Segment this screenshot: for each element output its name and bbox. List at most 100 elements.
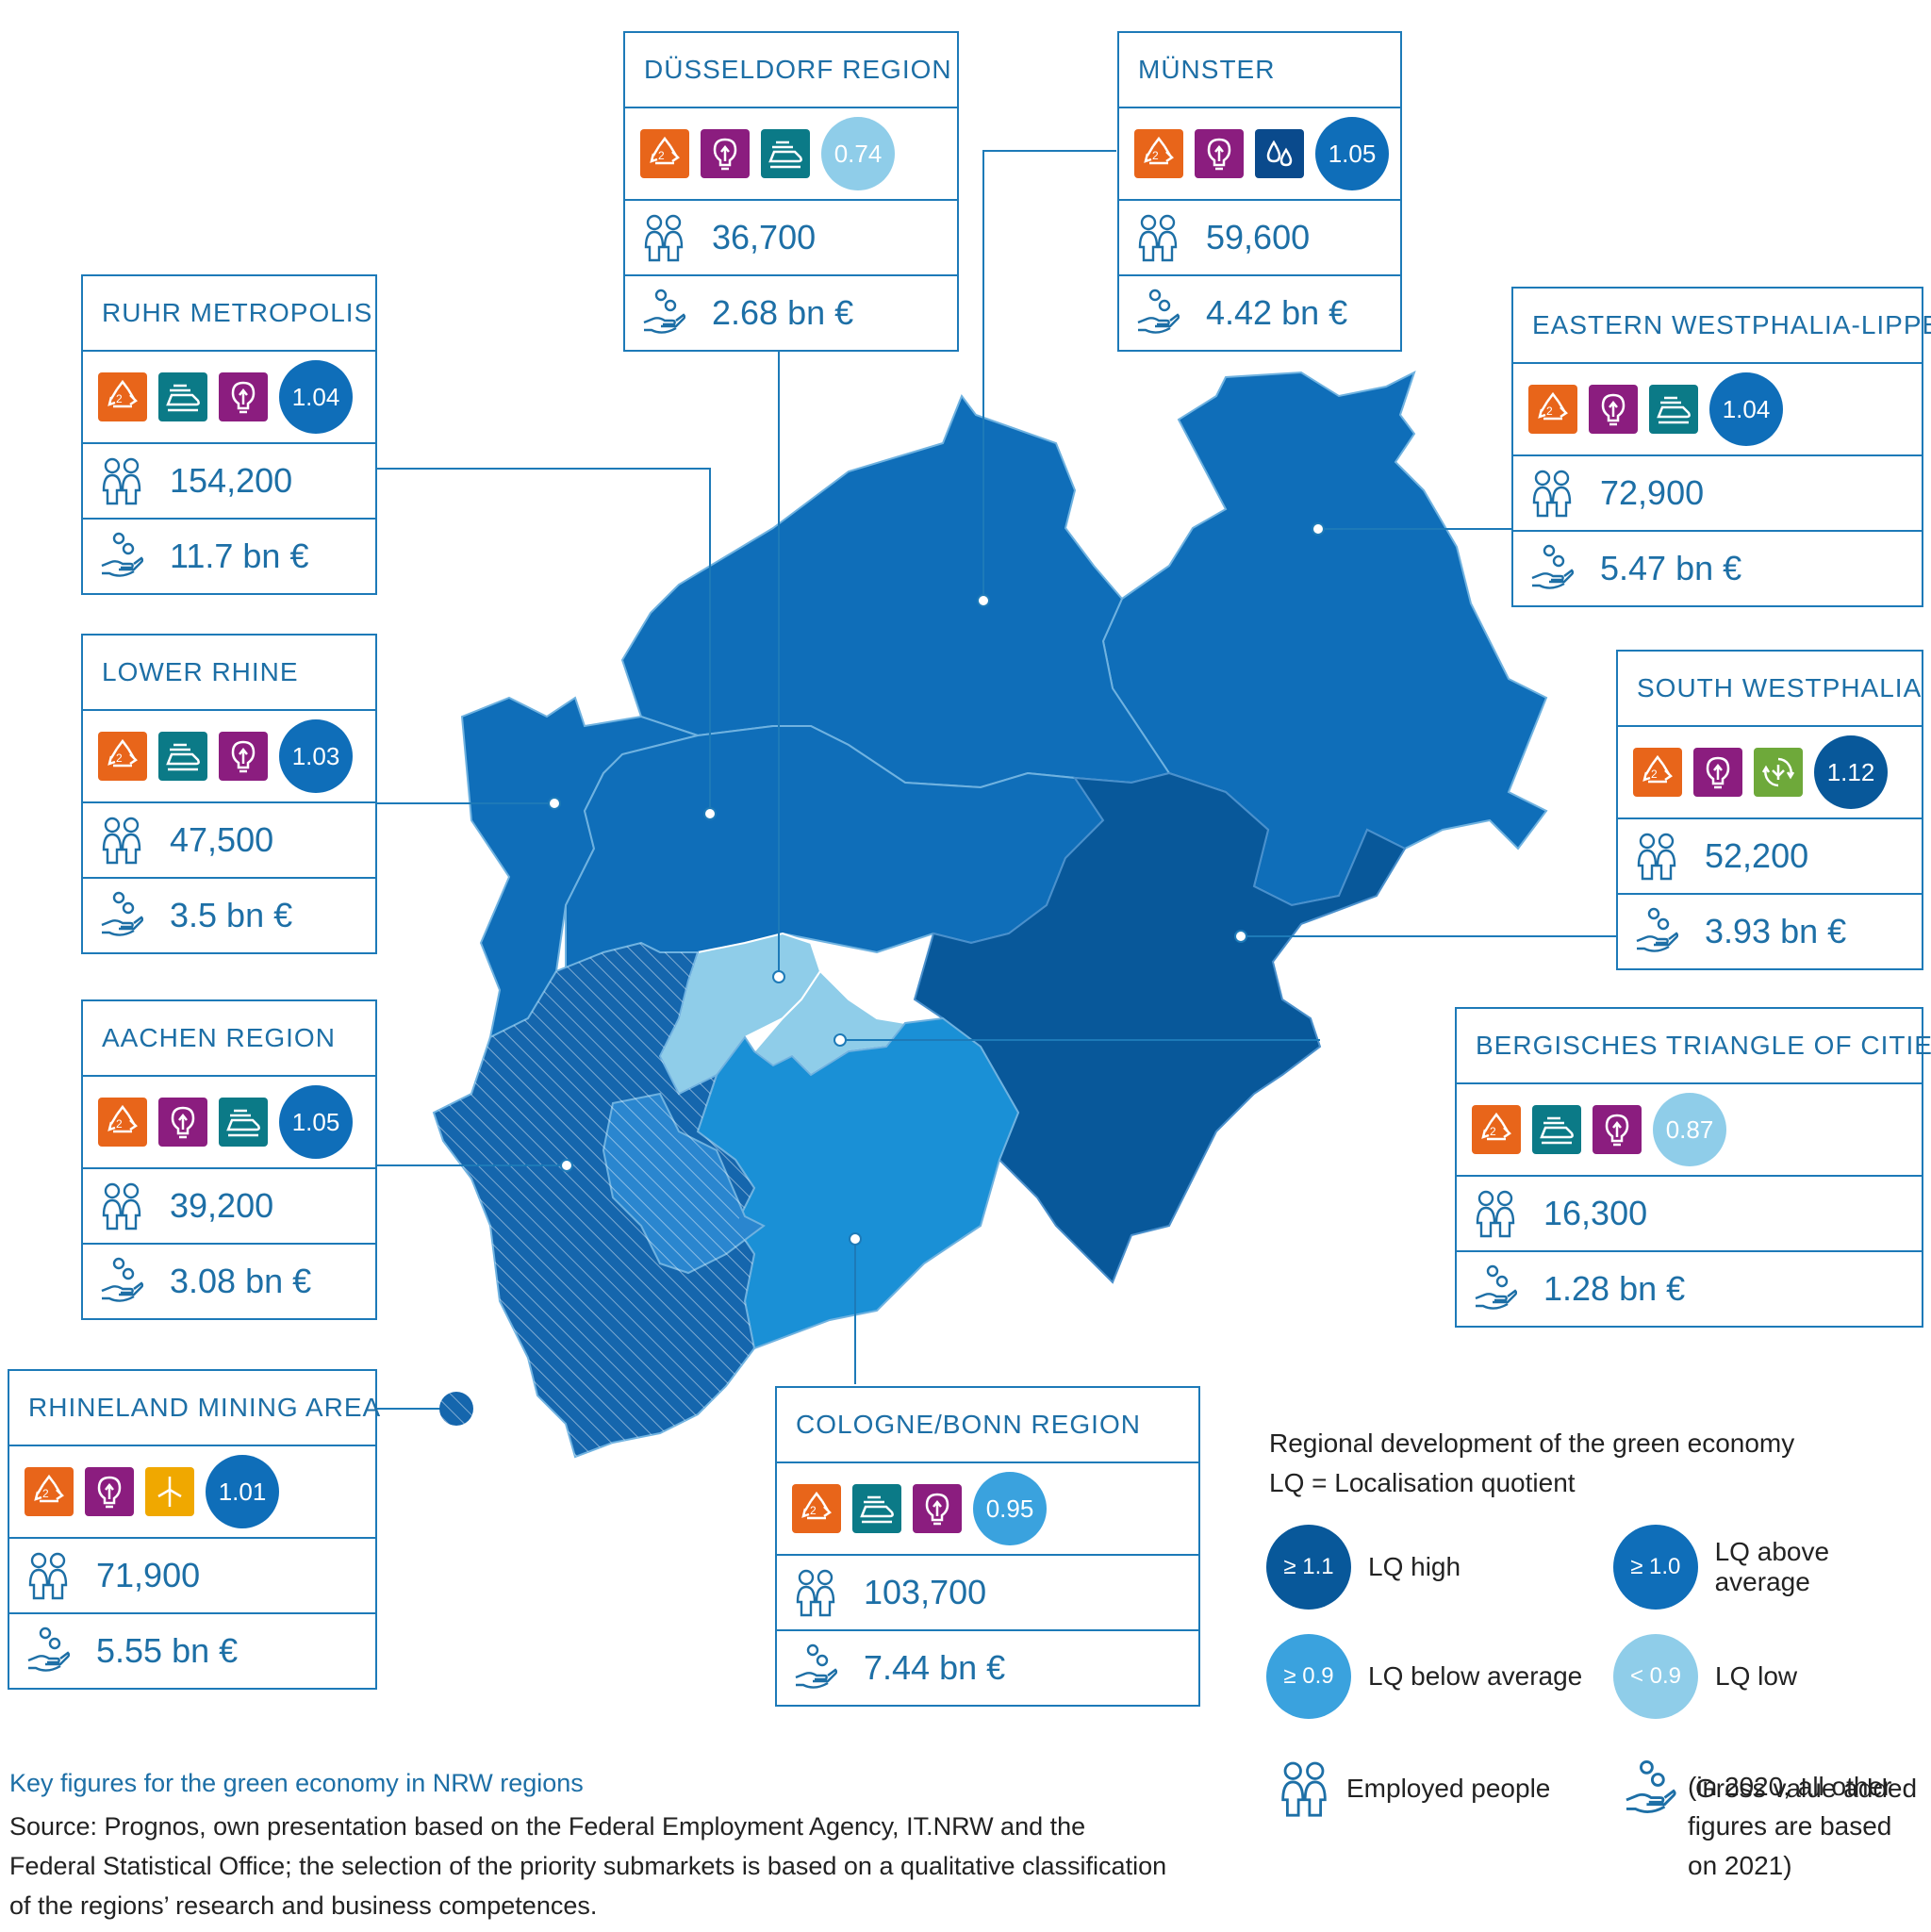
employed-value: 52,200 [1705,836,1809,875]
region-title: DÜSSELDORF REGION [625,33,957,108]
innovation-icon [1589,385,1638,434]
region-shape-south-westphalia [913,771,1407,1284]
submarket-icons: 2 1.03 [83,711,375,803]
recycling-icon: 2 [1134,129,1183,178]
submarket-icons: 2 0.95 [777,1463,1198,1556]
gva-value: 5.55 bn € [96,1631,239,1670]
region-title: SOUTH WESTPHALIA [1618,652,1922,727]
legend-title: Regional development of the green econom… [1269,1424,1794,1503]
transport-icon [761,129,810,178]
submarket-icons: 2 1.05 [83,1077,375,1169]
employed-value: 72,900 [1600,473,1705,512]
gva-row: 5.47 bn € [1513,532,1922,605]
employed-value: 154,200 [170,461,293,500]
lq-badge: 1.04 [279,360,353,434]
legend-item-lq-above: ≥ 1.0 LQ above average [1613,1525,1931,1610]
employed-value: 39,200 [170,1186,274,1225]
employed-row: 52,200 [1618,819,1922,895]
employed-row: 154,200 [83,444,375,520]
submarket-icons: 2 0.87 [1457,1084,1922,1177]
recycling-icon: 2 [640,129,689,178]
legend-item-gva: Gross value added [1622,1759,1917,1818]
gva-value: 11.7 bn € [170,537,309,575]
svg-text:2: 2 [1546,405,1553,418]
svg-text:2: 2 [1152,149,1159,162]
card-cologne-bonn-region: COLOGNE/BONN REGION 2 0.95 103,700 7.44 … [775,1386,1200,1707]
svg-text:2: 2 [810,1504,817,1517]
gva-row: 7.44 bn € [777,1631,1198,1705]
employed-value: 36,700 [712,218,817,256]
employed-value: 47,500 [170,820,274,859]
gva-value: 5.47 bn € [1600,549,1742,587]
employed-row: 71,900 [9,1539,375,1614]
people-icon [1281,1761,1327,1817]
legend-employed-label: Employed people [1346,1774,1551,1803]
legend-badge: ≥ 1.1 [1266,1525,1351,1610]
recycling-icon: 2 [98,1098,147,1147]
hand-coins-icon [101,891,143,936]
legend-item-lq-low: < 0.9 LQ low [1613,1634,1797,1719]
legend-item-lq-below: ≥ 0.9 LQ below average [1266,1634,1582,1719]
legend-label: LQ above average [1714,1537,1830,1596]
region-title: MÜNSTER [1119,33,1400,108]
legend-label: LQ high [1368,1552,1461,1581]
region-title: RHINELAND MINING AREA [9,1371,380,1446]
legend-title-line-2: LQ = Localisation quotient [1269,1468,1576,1497]
figure-source-note: Source: Prognos, own presentation based … [9,1812,1167,1920]
people-icon [796,1569,835,1617]
gva-value: 3.08 bn € [170,1262,312,1300]
marker-lower-rhine [548,797,561,810]
lq-badge: 0.95 [973,1472,1047,1545]
gva-value: 3.93 bn € [1705,912,1847,950]
recycling-icon: 2 [792,1484,841,1533]
transport-icon [158,372,207,421]
transport-icon [219,1098,268,1147]
card-bergisches-triangle: BERGISCHES TRIANGLE OF CITIES 2 0.87 16,… [1455,1007,1931,1328]
svg-text:2: 2 [116,1117,123,1131]
region-title: EASTERN WESTPHALIA-LIPPE [1513,289,1931,364]
lq-badge: 1.05 [279,1085,353,1159]
marker-dusseldorf [772,970,785,983]
gva-row: 11.7 bn € [83,520,375,593]
submarket-icons: 2 1.04 [83,352,375,444]
people-icon [644,214,684,262]
innovation-icon [219,732,268,781]
employed-value: 16,300 [1543,1194,1648,1232]
circular-icon [1754,748,1803,797]
employed-row: 72,900 [1513,456,1922,532]
employed-row: 103,700 [777,1556,1198,1631]
marker-south-westphalia [1234,930,1247,943]
legend-label: LQ below average [1368,1661,1583,1691]
people-icon [1637,833,1676,881]
marker-owl [1312,522,1325,536]
hand-coins-icon [1137,289,1180,334]
people-icon [102,1182,141,1230]
people-icon [1138,214,1178,262]
marker-bergisch [833,1033,847,1047]
region-title: COLOGNE/BONN REGION [777,1388,1198,1463]
employed-row: 36,700 [625,201,957,276]
region-title: LOWER RHINE [83,636,375,711]
legend-item-lq-high: ≥ 1.1 LQ high [1266,1525,1461,1610]
transport-icon [158,732,207,781]
recycling-icon: 2 [98,732,147,781]
leader-lines [375,150,1618,1410]
hand-coins-icon [1531,544,1574,589]
submarket-icons: 2 1.05 [1119,108,1400,201]
recycling-icon: 2 [98,372,147,421]
hand-coins-icon [1626,1759,1676,1813]
legend-badge: ≥ 0.9 [1266,1634,1351,1719]
innovation-icon [913,1484,962,1533]
wind-icon [145,1467,194,1516]
transport-icon [1532,1105,1581,1154]
rhineland-hatch-overlay [434,943,754,1457]
region-marker-dots [548,522,1325,1246]
recycling-icon: 2 [25,1467,74,1516]
hand-coins-icon [101,532,143,577]
legend-badge: ≥ 1.0 [1613,1525,1698,1610]
region-title: AACHEN REGION [83,1001,375,1077]
marker-ruhr [703,807,717,820]
employed-value: 103,700 [864,1573,987,1611]
card-rhineland-mining-area: RHINELAND MINING AREA 2 1.01 71,900 5.55… [8,1369,380,1690]
